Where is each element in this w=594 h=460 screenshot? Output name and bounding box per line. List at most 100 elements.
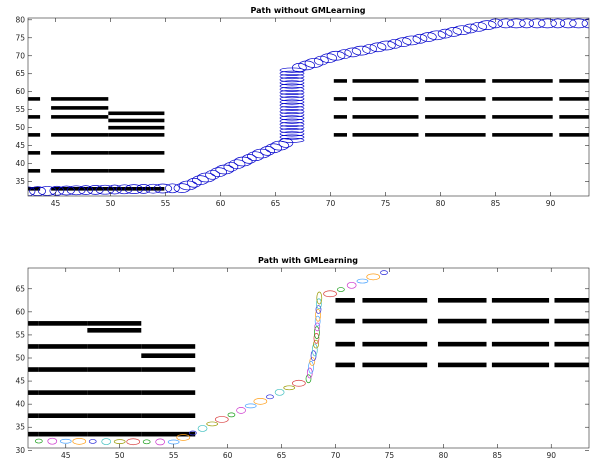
obstacle-bar [51, 97, 109, 101]
path-point [519, 18, 535, 29]
obstacle-bar [352, 133, 419, 137]
obstacle-bar [108, 118, 165, 123]
path-point [101, 438, 112, 445]
obstacle-bar [559, 79, 589, 83]
y-tick-label: 80 [15, 15, 25, 24]
obstacle-bar [28, 97, 41, 101]
path-point [279, 112, 305, 118]
obstacle-bar [333, 97, 347, 101]
path-point [445, 27, 462, 37]
path-point [506, 18, 526, 29]
x-tick-label: 75 [385, 451, 395, 460]
path-point [279, 70, 305, 76]
path-point [314, 326, 320, 339]
path-point [66, 185, 86, 196]
obstacle-bar [352, 97, 419, 101]
path-point [197, 425, 208, 432]
y-tick-label: 50 [15, 354, 25, 363]
y-tick-label: 65 [15, 284, 25, 293]
path-point [419, 32, 437, 42]
path-point [311, 343, 318, 357]
obstacle-bar [362, 362, 428, 368]
path-point [49, 185, 65, 196]
path-point [569, 18, 588, 29]
obstacle-bar [38, 367, 88, 372]
obstacle-bar [559, 133, 589, 137]
obstacle-bar [335, 341, 355, 347]
y-tick-label: 35 [15, 423, 25, 432]
obstacle-bar [108, 151, 165, 155]
obstacle-bar [38, 321, 88, 326]
obstacle-bar [425, 115, 486, 119]
path-point [227, 412, 236, 418]
path-point [87, 185, 104, 195]
path-point [369, 42, 387, 53]
y-tick-label: 60 [15, 307, 25, 316]
path-point [337, 49, 352, 59]
path-point [528, 18, 546, 29]
path-point [142, 439, 151, 445]
path-point [279, 105, 305, 111]
chart-path-with-gmlearning: Path with GMLearning 45 50 55 60 65 70 75 80 85 9… [15, 256, 590, 460]
path-point [402, 35, 421, 46]
plot-frame [27, 17, 590, 197]
path-point [351, 45, 371, 56]
obstacle-bar [108, 169, 165, 173]
path-point [377, 40, 396, 51]
obstacle-bar [141, 431, 196, 437]
path-point [581, 18, 589, 29]
y-tick-label: 45 [15, 141, 25, 150]
path-point [292, 379, 306, 387]
obstacle-bar [38, 390, 88, 395]
obstacle-bar [28, 367, 39, 372]
y-tick-label: 70 [15, 51, 25, 60]
path-point [452, 25, 472, 36]
obstacle-bar [87, 413, 142, 418]
obstacle-layer [28, 79, 589, 191]
obstacle-bar [38, 344, 88, 349]
path-point [326, 50, 346, 61]
obstacle-bar [491, 362, 550, 368]
obstacle-bar [87, 390, 142, 395]
path-point [253, 398, 268, 405]
obstacle-bar [352, 79, 419, 83]
obstacle-bar [437, 298, 487, 303]
path-point [313, 339, 319, 349]
path-point [186, 177, 202, 188]
path-point [279, 67, 305, 73]
path-point [165, 183, 180, 194]
x-tick-label: 65 [271, 199, 281, 208]
obstacle-bar [28, 151, 41, 155]
obstacle-bar [28, 413, 39, 418]
path-point [241, 154, 257, 164]
obstacle-bar [28, 344, 39, 349]
path-point [279, 73, 305, 80]
obstacle-bar [559, 97, 589, 101]
obstacle-bar [87, 344, 142, 349]
y-tick-label: 40 [15, 159, 25, 168]
obstacle-bar [554, 298, 589, 303]
path-point [316, 291, 323, 305]
obstacle-bar [333, 133, 347, 137]
path-point [260, 146, 275, 156]
path-point [72, 438, 87, 445]
path-point [437, 28, 453, 39]
obstacle-bar [87, 328, 142, 333]
obstacle-bar [335, 362, 355, 368]
obstacle-bar [28, 169, 41, 173]
x-tick-label: 90 [546, 451, 556, 460]
obstacle-bar [87, 367, 142, 372]
path-point [308, 360, 314, 374]
path-point [427, 30, 447, 41]
obstacle-bar [491, 318, 550, 324]
x-tick-label: 60 [216, 199, 226, 208]
path-point [550, 18, 566, 29]
obstacle-bar [28, 431, 39, 437]
path-point [362, 44, 377, 54]
x-tick-label: 65 [277, 451, 287, 460]
path-point [37, 186, 57, 196]
obstacle-bar [437, 341, 487, 347]
path-point [559, 18, 577, 29]
obstacle-bar [333, 115, 347, 119]
path-layer [28, 18, 589, 196]
